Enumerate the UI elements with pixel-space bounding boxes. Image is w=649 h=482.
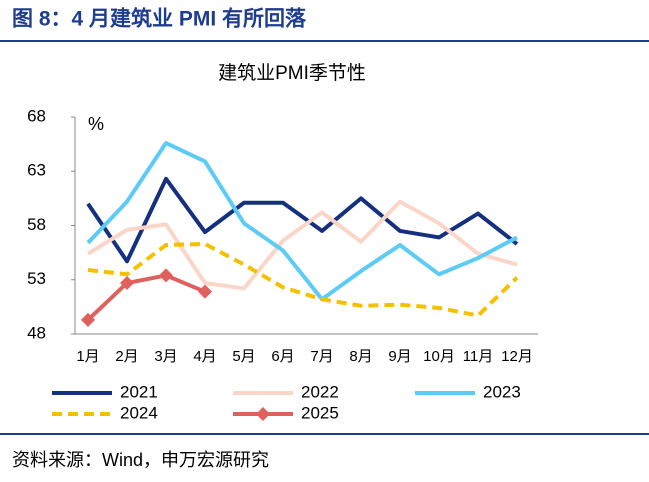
y-tick-label: 63 — [27, 161, 46, 180]
y-tick-label: 68 — [27, 106, 46, 125]
legend-label: 2023 — [483, 382, 521, 401]
series-marker — [159, 268, 173, 283]
legend-label: 2022 — [301, 382, 339, 401]
x-tick-label: 9月 — [388, 348, 411, 365]
x-tick-label: 12月 — [501, 348, 533, 365]
x-tick-label: 5月 — [232, 348, 255, 365]
x-tick-label: 7月 — [310, 348, 333, 365]
x-tick-label: 11月 — [463, 348, 494, 365]
legend-marker — [256, 407, 270, 421]
legend-label: 2024 — [120, 403, 158, 422]
legend-label: 2025 — [301, 403, 339, 422]
x-tick-label: 8月 — [349, 348, 372, 365]
y-tick-label: 53 — [27, 269, 46, 288]
y-tick-label: 58 — [27, 215, 46, 234]
x-tick-label: 10月 — [423, 348, 455, 365]
x-tick-label: 6月 — [271, 348, 294, 365]
series-line — [86, 273, 206, 322]
source: 资料来源：Wind，申万宏源研究 — [12, 450, 269, 470]
x-tick-label: 3月 — [154, 348, 177, 365]
series-marker — [120, 276, 134, 291]
series-line — [86, 176, 519, 264]
x-tick-label: 4月 — [193, 348, 216, 365]
series-line — [86, 141, 518, 302]
figure-title: 图 8：4 月建筑业 PMI 有所回落 — [12, 7, 307, 31]
y-axis-label: % — [88, 114, 104, 134]
y-tick-label: 48 — [27, 323, 46, 342]
x-tick-label: 1月 — [76, 348, 99, 365]
legend-label: 2021 — [120, 382, 158, 401]
series-line — [86, 199, 518, 291]
chart-title: 建筑业PMI季节性 — [218, 62, 366, 84]
x-tick-label: 2月 — [115, 348, 138, 365]
series-marker — [198, 284, 212, 299]
series-marker — [81, 312, 95, 327]
